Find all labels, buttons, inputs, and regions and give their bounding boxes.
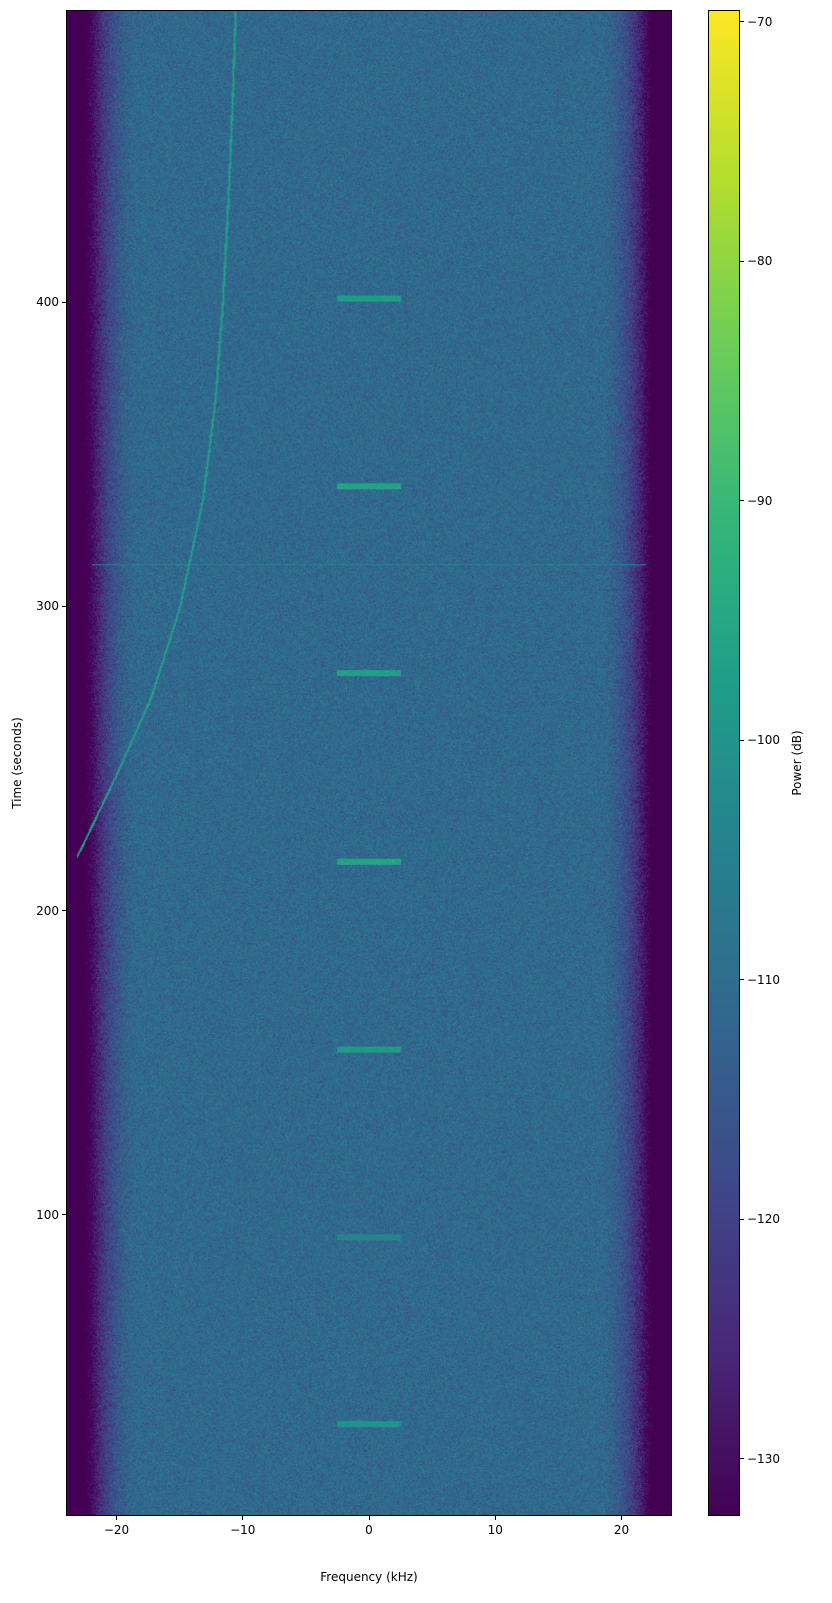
- y-tick-label: 300: [36, 599, 59, 614]
- y-tick-mark: [62, 910, 66, 912]
- colorbar-tick-mark: [740, 739, 744, 741]
- y-axis-label: Time (seconds): [10, 717, 24, 809]
- colorbar: [708, 10, 740, 1516]
- colorbar-tick-mark: [740, 1218, 744, 1220]
- y-tick-mark: [62, 1214, 66, 1216]
- x-tick-label: 10: [487, 1523, 503, 1537]
- colorbar-tick-label: −100: [747, 733, 780, 748]
- colorbar-tick-label: −130: [747, 1451, 780, 1466]
- x-tick-label: −20: [103, 1523, 130, 1537]
- colorbar-tick-mark: [740, 979, 744, 981]
- spectrogram-heatmap: [67, 11, 671, 1515]
- spectrogram-plot-area: [66, 10, 672, 1516]
- colorbar-tick-label: −110: [747, 972, 780, 987]
- x-tick-label: 0: [365, 1523, 373, 1537]
- colorbar-tick-label: −70: [747, 14, 773, 29]
- y-tick-mark: [62, 301, 66, 303]
- colorbar-tick-mark: [740, 500, 744, 502]
- y-tick-mark: [62, 605, 66, 607]
- colorbar-tick-mark: [740, 260, 744, 262]
- colorbar-tick-label: −80: [747, 254, 773, 269]
- x-tick-label: −10: [230, 1523, 256, 1537]
- colorbar-tick-mark: [740, 21, 744, 23]
- colorbar-tick-label: −90: [747, 493, 773, 508]
- x-tick-label: 20: [613, 1523, 630, 1537]
- x-tick-mark: [242, 1516, 244, 1520]
- y-tick-label: 200: [36, 903, 59, 918]
- colorbar-tick-mark: [740, 1458, 744, 1460]
- x-tick-mark: [116, 1516, 117, 1520]
- colorbar-tick-label: −120: [747, 1212, 780, 1227]
- y-tick-label: 400: [36, 295, 59, 310]
- x-tick-mark: [368, 1516, 370, 1520]
- x-tick-mark: [494, 1516, 496, 1520]
- x-axis-label: Frequency (kHz): [320, 1570, 418, 1584]
- x-tick-mark: [621, 1516, 622, 1520]
- y-tick-label: 100: [36, 1207, 59, 1222]
- colorbar-label: Power (dB): [790, 730, 804, 796]
